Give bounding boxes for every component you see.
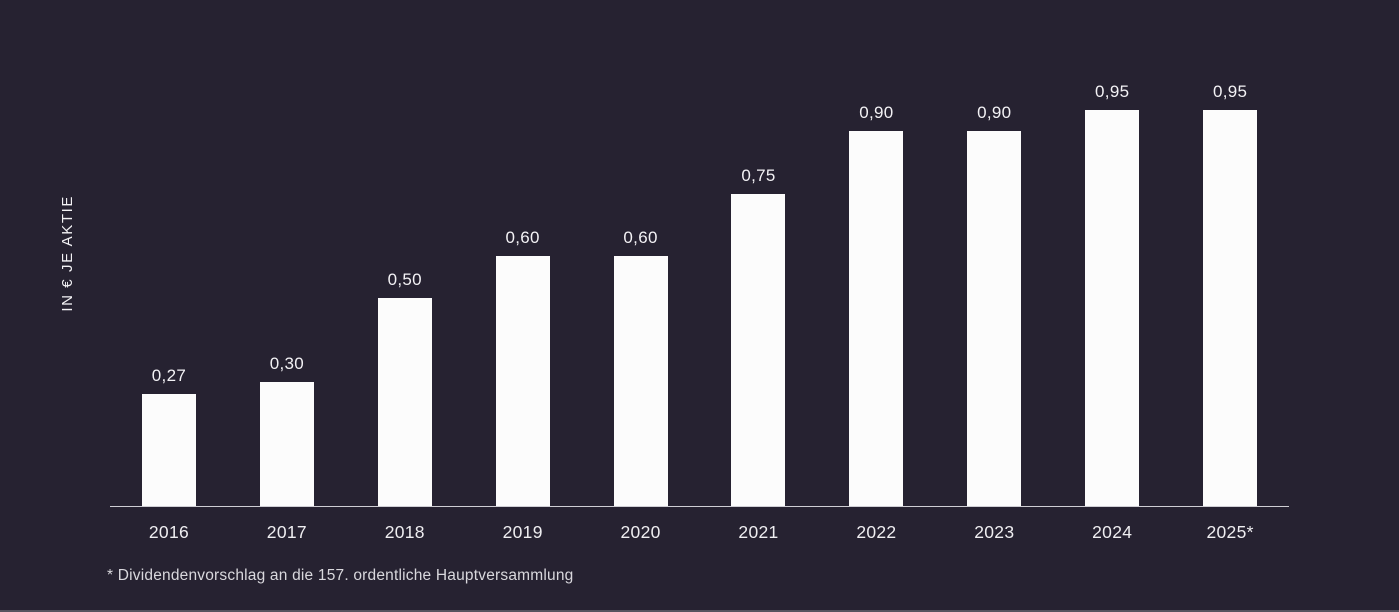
y-axis-label: IN € JE AKTIE: [58, 195, 76, 312]
x-tick-label: 2016: [148, 522, 190, 542]
bar-column: 0,75: [700, 166, 818, 507]
bar-column: 0,95: [1171, 82, 1289, 507]
x-tick-label: 2025*: [1206, 522, 1254, 542]
bar-column: 0,95: [1053, 82, 1171, 507]
bar-value-label: 0,90: [977, 103, 1012, 122]
bar-value-label: 0,30: [269, 354, 304, 373]
bar-column: 0,60: [464, 228, 582, 507]
bar: [613, 256, 668, 507]
bar: [967, 131, 1022, 507]
bar: [1085, 110, 1140, 507]
x-tick-label: 2024: [1092, 522, 1133, 542]
bar-column: 0,90: [935, 103, 1053, 507]
x-tick-label: 2023: [974, 522, 1015, 542]
bar-column: 0,60: [582, 228, 700, 507]
x-tick-label: 2018: [384, 522, 425, 542]
x-tick-label: 2022: [856, 522, 897, 542]
bar-column: 0,90: [817, 103, 935, 507]
bar: [259, 382, 314, 507]
x-axis-tick-labels: 2016 2017 2018 2019 2020 2021 2022 2023 2024 2025…: [110, 507, 1289, 543]
bar: [141, 394, 196, 507]
bar: [731, 194, 786, 507]
bar-value-label: 0,90: [859, 103, 894, 122]
bar-value-label: 0,50: [387, 270, 422, 289]
bar-value-label: 0,75: [741, 166, 776, 185]
bar-column: 0,50: [346, 270, 464, 507]
bottom-edge-line: [0, 610, 1399, 612]
x-tick-label: 2017: [266, 522, 307, 542]
bar-value-label: 0,95: [1095, 82, 1130, 101]
bar: [1203, 110, 1258, 507]
bar-value-label: 0,95: [1212, 82, 1248, 101]
bar: [495, 256, 550, 507]
bar: [849, 131, 904, 507]
bar-column: 0,30: [228, 354, 346, 507]
x-axis-line: [110, 506, 1289, 507]
x-tick-label: 2020: [620, 522, 661, 542]
bar: [377, 298, 432, 507]
bar-value-label: 0,60: [505, 228, 540, 247]
x-tick-label: 2019: [502, 522, 543, 542]
plot-area: 0,27 0,30 0,50 0,60 0,60 0,75 0,90 0,90 0,95 0,95: [110, 0, 1289, 507]
y-axis-label-container: IN € JE AKTIE: [54, 0, 80, 507]
bar-value-label: 0,27: [151, 366, 187, 385]
bar-value-label: 0,60: [623, 228, 658, 247]
bar-column: 0,27: [110, 366, 228, 507]
footnote: * Dividendenvorschlag an die 157. ordent…: [107, 567, 574, 584]
bars-container: 0,27 0,30 0,50 0,60 0,60 0,75 0,90 0,90 0,95 0,95: [110, 0, 1289, 507]
x-tick-label: 2021: [738, 522, 779, 542]
